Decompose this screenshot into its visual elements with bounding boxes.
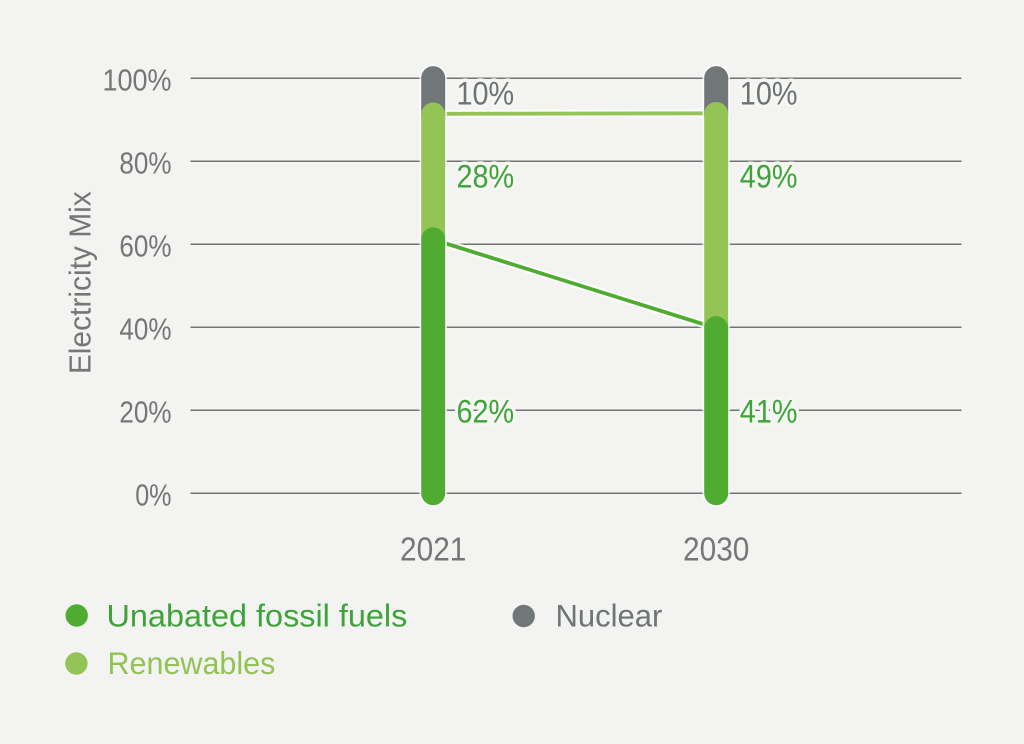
svg-text:Electricity Mix: Electricity Mix <box>63 191 98 374</box>
svg-text:40%: 40% <box>119 312 171 347</box>
svg-text:62%: 62% <box>457 394 515 430</box>
svg-text:Unabated fossil fuels: Unabated fossil fuels <box>107 598 408 633</box>
svg-text:60%: 60% <box>119 229 171 264</box>
svg-text:0%: 0% <box>135 477 171 512</box>
svg-text:20%: 20% <box>119 395 171 430</box>
svg-text:10%: 10% <box>740 76 798 112</box>
svg-text:100%: 100% <box>103 64 172 98</box>
svg-text:10%: 10% <box>457 76 515 112</box>
svg-text:Nuclear: Nuclear <box>556 598 663 633</box>
svg-text:2021: 2021 <box>400 530 466 568</box>
svg-text:2030: 2030 <box>683 530 749 568</box>
svg-text:80%: 80% <box>119 146 171 181</box>
svg-text:41%: 41% <box>740 394 798 430</box>
svg-text:Renewables: Renewables <box>108 646 276 682</box>
svg-text:49%: 49% <box>740 159 798 195</box>
svg-text:28%: 28% <box>457 159 515 195</box>
